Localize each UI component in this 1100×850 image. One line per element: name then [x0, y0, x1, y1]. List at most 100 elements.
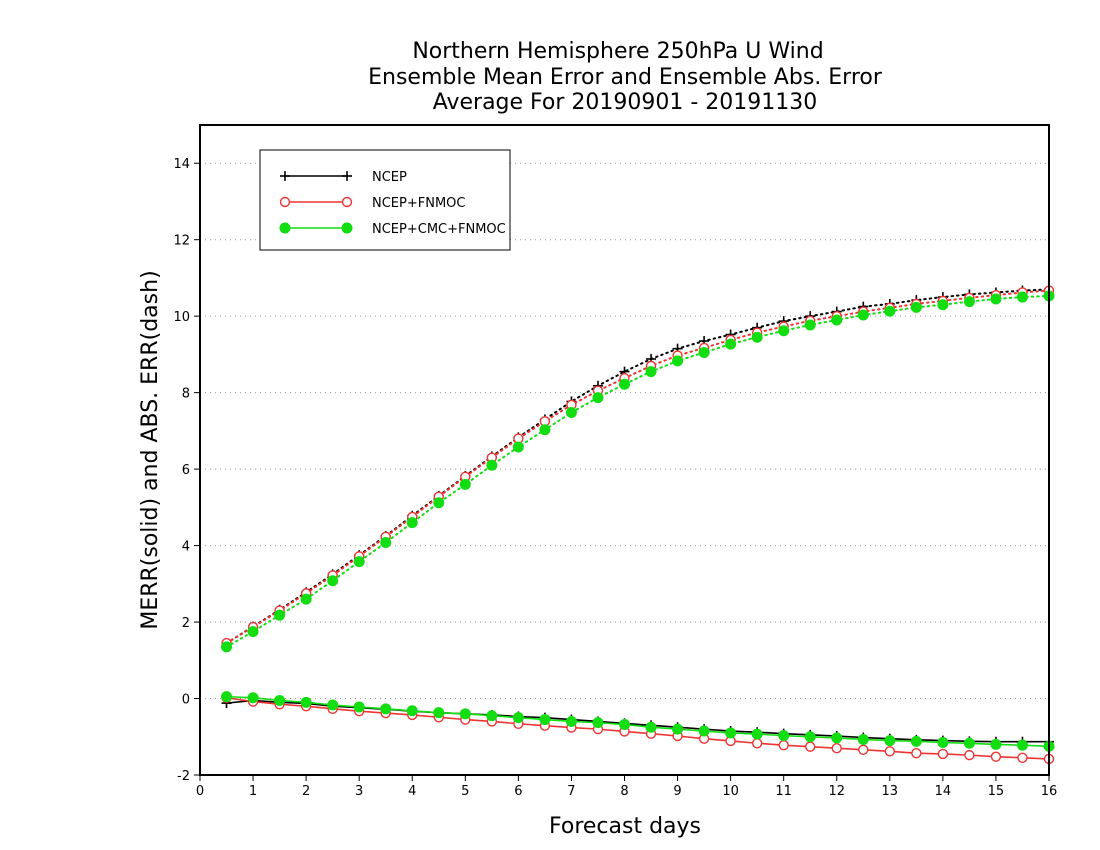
abs-error-point [406, 517, 418, 529]
y-axis-label: MERR(solid) and ABS. ERR(dash) [138, 270, 163, 629]
abs-error-point [565, 407, 577, 419]
plot-series [221, 284, 1055, 765]
legend-entry: NCEP [280, 170, 407, 185]
mean-error-point [406, 705, 418, 717]
plot-frame [199, 124, 1050, 776]
mean-error-point [221, 691, 233, 703]
abs-error-point [831, 314, 843, 326]
abs-error-point [619, 378, 630, 390]
mean-error-point [486, 710, 498, 722]
abs-error-point [1016, 291, 1028, 303]
x-tick-label: 12 [828, 784, 845, 799]
abs-error-point [353, 556, 365, 568]
legend-box [259, 149, 511, 251]
legend-marker-left [280, 171, 290, 181]
mean-error-point [778, 730, 790, 742]
series-ncep-cmc-fnmoc [221, 290, 1055, 752]
legend-label: NCEP [372, 170, 407, 185]
abs-error-point [274, 609, 286, 621]
abs-error-point [300, 593, 312, 605]
abs-error-point [433, 497, 445, 509]
mean-error-point [751, 738, 763, 749]
series-ncep [221, 284, 1054, 747]
x-tick-label: 16 [1041, 784, 1058, 799]
legend-marker-left [279, 222, 291, 234]
legend-label: NCEP+FNMOC [372, 196, 465, 211]
y-tick-label: 10 [173, 310, 190, 325]
abs-error-line [225, 288, 1050, 645]
abs-error-point [672, 355, 684, 367]
mean-error-point [751, 728, 763, 740]
mean-error-point [672, 723, 684, 735]
mean-error-point [964, 749, 975, 761]
mean-error-point [380, 703, 392, 715]
mean-error-point [937, 748, 949, 760]
mean-error-point [937, 737, 949, 748]
y-tick-label: 8 [182, 387, 190, 402]
abs-error-line [225, 294, 1050, 648]
x-tick-label: 8 [620, 784, 628, 799]
abs-error-point [804, 319, 816, 331]
abs-error-point [963, 296, 975, 308]
mean-error-point [725, 727, 737, 739]
x-tick-label: 10 [722, 784, 739, 799]
mean-error-point [327, 699, 339, 711]
abs-error-point [247, 626, 259, 638]
x-tick-label: 14 [935, 784, 952, 799]
mean-error-point [858, 744, 869, 755]
y-tick-label: 14 [173, 157, 190, 172]
abs-error-point [884, 305, 896, 317]
mean-error-point [565, 715, 577, 727]
mean-error-point [1016, 739, 1028, 751]
mean-error-point [990, 751, 1002, 762]
mean-error-point [911, 748, 922, 759]
mean-error-point [884, 735, 896, 747]
mean-error-point [539, 714, 551, 726]
mean-error-point [1017, 752, 1028, 763]
x-tick-label: 11 [775, 784, 792, 799]
abs-error-point [327, 575, 339, 587]
mean-error-point [831, 743, 842, 754]
mean-error-point [963, 737, 975, 749]
legend: NCEP NCEP+FNMOC NCEP+CMC+FNMOC [259, 149, 511, 251]
mean-error-point [857, 733, 869, 745]
legend-marker-left [279, 196, 291, 208]
legend-label: NCEP+CMC+FNMOC [372, 222, 506, 237]
mean-error-point [831, 732, 843, 744]
mean-error-point [353, 701, 365, 713]
abs-error-point [539, 424, 551, 436]
mean-error-point [778, 739, 789, 751]
y-tick-label: 6 [182, 463, 190, 478]
mean-error-point [247, 692, 259, 704]
mean-error-point [698, 725, 710, 737]
x-tick-label: 3 [355, 784, 363, 799]
mean-error-point [804, 731, 816, 743]
mean-error-point [300, 696, 312, 708]
mean-error-point [619, 719, 630, 731]
abs-error-point [698, 347, 710, 358]
x-tick-label: 7 [567, 784, 575, 799]
abs-error-point [486, 459, 498, 471]
x-tick-label: 9 [673, 784, 681, 799]
mean-error-line [226, 695, 1050, 748]
x-tick-label: 6 [514, 784, 522, 799]
abs-error-point [751, 331, 763, 343]
mean-error-point [512, 712, 524, 724]
mean-error-point [274, 694, 286, 706]
legend-entry: NCEP+CMC+FNMOC [279, 222, 506, 237]
x-tick-label: 13 [882, 784, 899, 799]
x-tick-label: 0 [196, 784, 204, 799]
grid-lines [200, 162, 1049, 776]
mean-error-point [910, 735, 922, 747]
series-ncep-fnmoc [221, 285, 1055, 765]
abs-error-point [857, 309, 869, 321]
abs-error-point [221, 641, 233, 653]
mean-error-point [990, 738, 1002, 750]
legend-entry: NCEP+FNMOC [279, 196, 465, 211]
mean-error-point [433, 707, 445, 719]
abs-error-point [937, 299, 949, 311]
legend-marker-right [342, 171, 352, 181]
abs-error-point [592, 392, 604, 404]
x-tick-label: 15 [988, 784, 1005, 799]
